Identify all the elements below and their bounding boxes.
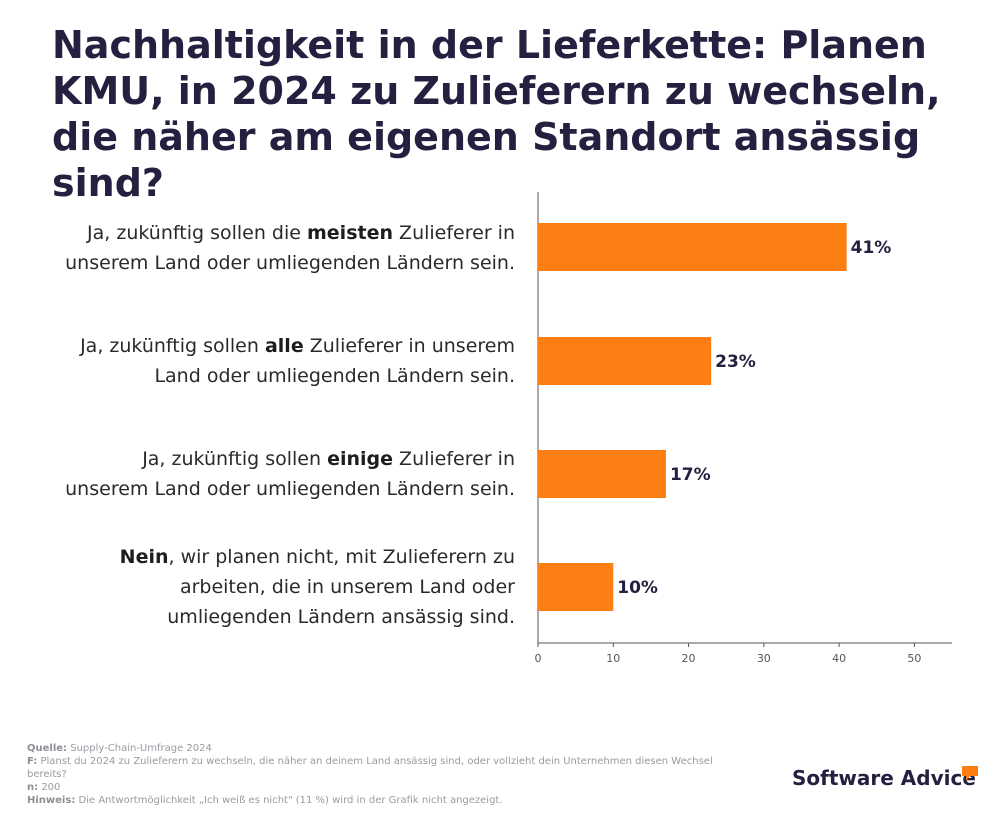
bar: [538, 563, 614, 611]
footer-text: Supply-Chain-Umfrage 2024: [70, 743, 212, 754]
footer-label: Quelle:: [27, 743, 68, 754]
footer-note: Hinweis: Die Antwortmöglichkeit „Ich wei…: [27, 794, 727, 807]
footer-question: F: Planst du 2024 zu Zulieferern zu wech…: [27, 755, 727, 781]
footer-source: Quelle: Supply-Chain-Umfrage 2024: [27, 742, 727, 755]
category-label-text: Ja, zukünftig sollen: [80, 335, 265, 357]
footer-sample-size: n: 200: [27, 781, 727, 794]
category-label-bold: einige: [327, 448, 394, 470]
footer-label: Hinweis:: [27, 795, 76, 806]
bar-value-label: 17%: [670, 465, 711, 485]
category-label-text: Ja, zukünftig sollen die: [87, 222, 307, 244]
brand-logo-text: Software Advice: [792, 766, 976, 790]
footer-text: 200: [41, 782, 61, 793]
bar-value-label: 41%: [851, 238, 892, 258]
footer-text: Planst du 2024 zu Zulieferern zu wechsel…: [27, 756, 713, 780]
category-label-bold: alle: [264, 335, 304, 357]
x-tick-label: 10: [606, 652, 620, 665]
category-label-text: , wir planen nicht, mit Zulieferern zu: [168, 546, 516, 568]
footer-label: n:: [27, 782, 39, 793]
category-label-text: arbeiten, die in unserem Land oder: [179, 576, 515, 598]
category-label-text: Zulieferer in: [393, 448, 515, 470]
footer-text: Die Antwortmöglichkeit „Ich weiß es nich…: [78, 795, 503, 806]
category-label-text: umliegenden Ländern ansässig sind.: [167, 606, 515, 628]
category-label-text: unserem Land oder umliegenden Ländern se…: [65, 252, 515, 274]
bar-value-label: 23%: [715, 352, 756, 372]
category-label-text: unserem Land oder umliegenden Ländern se…: [65, 478, 515, 500]
x-tick-label: 50: [907, 652, 921, 665]
footer-label: F:: [27, 756, 38, 767]
bar: [538, 450, 666, 498]
category-label-bold: meisten: [307, 222, 394, 244]
category-label-text: Zulieferer in: [393, 222, 515, 244]
category-label-einige: Ja, zukünftig sollen einige Zulieferer i…: [30, 444, 515, 504]
category-label-text: Zulieferer in unserem: [303, 335, 515, 357]
chart-title: Nachhaltigkeit in der Lieferkette: Plane…: [52, 23, 941, 205]
bar: [538, 223, 847, 271]
speech-bubble-icon: [962, 766, 978, 781]
category-label-bold: Nein: [119, 546, 169, 568]
bar-chart: 0 10 20 30 40 50 41% 23% 17% 10%: [535, 192, 952, 665]
category-label-nein: Nein, wir planen nicht, mit Zulieferern …: [30, 542, 515, 632]
category-label-meisten: Ja, zukünftig sollen die meisten Zuliefe…: [30, 218, 515, 278]
category-label-text: Ja, zukünftig sollen: [142, 448, 328, 470]
category-label-alle: Ja, zukünftig sollen alle Zulieferer in …: [30, 331, 515, 391]
x-tick-label: 0: [535, 652, 542, 665]
chart-footer: Quelle: Supply-Chain-Umfrage 2024 F: Pla…: [27, 742, 727, 807]
x-tick-label: 40: [832, 652, 846, 665]
bar-value-label: 10%: [617, 578, 658, 598]
x-tick-label: 20: [682, 652, 696, 665]
bar: [538, 337, 712, 385]
category-label-text: Land oder umliegenden Ländern sein.: [154, 365, 515, 387]
x-tick-label: 30: [757, 652, 771, 665]
